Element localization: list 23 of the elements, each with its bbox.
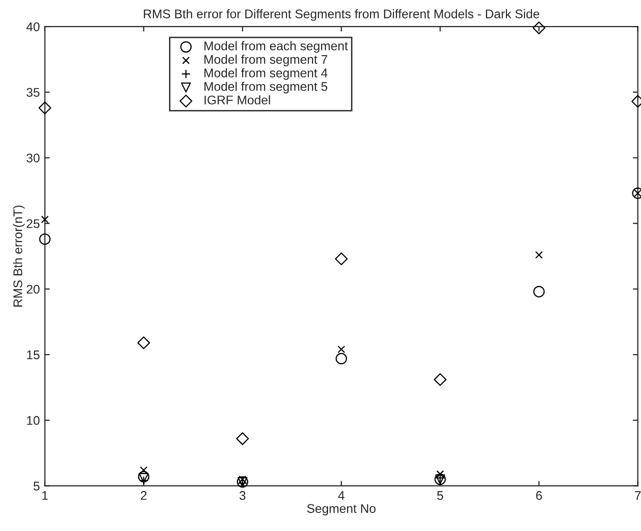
x-tick-label: 7: [634, 491, 641, 500]
legend-label: Model from segment 7: [204, 54, 328, 66]
y-tick-label: 20: [26, 284, 40, 294]
y-tick-label: 10: [27, 416, 40, 425]
legend-label: IGRF Model: [204, 95, 270, 104]
x-tick-label: 3: [240, 491, 246, 500]
legend-label: Model from each segment: [204, 41, 348, 53]
y-tick-label: 35: [26, 88, 40, 97]
y-tick-label: 30: [26, 154, 40, 162]
y-tick-label: 15: [27, 350, 40, 360]
legend-label: Model from segment 5: [204, 82, 328, 94]
y-tick-label: 25: [26, 219, 40, 228]
x-tick-label: 1: [42, 491, 48, 500]
y-tick-label: 40: [26, 22, 40, 32]
y-tick-label: 5: [34, 482, 40, 491]
x-axis-title: Segment No: [307, 504, 376, 516]
y-axis-title: RMS Bth error(nT): [13, 206, 25, 307]
x-tick-label: 4: [338, 491, 344, 500]
legend-label: Model from segment 4: [204, 68, 328, 80]
x-tick-label: 2: [140, 491, 147, 500]
x-tick-label: 5: [437, 491, 444, 500]
chart-title: RMS Bth error for Different Segments from Different Models - Dark Side: [144, 9, 540, 21]
x-tick-label: 6: [536, 491, 542, 500]
